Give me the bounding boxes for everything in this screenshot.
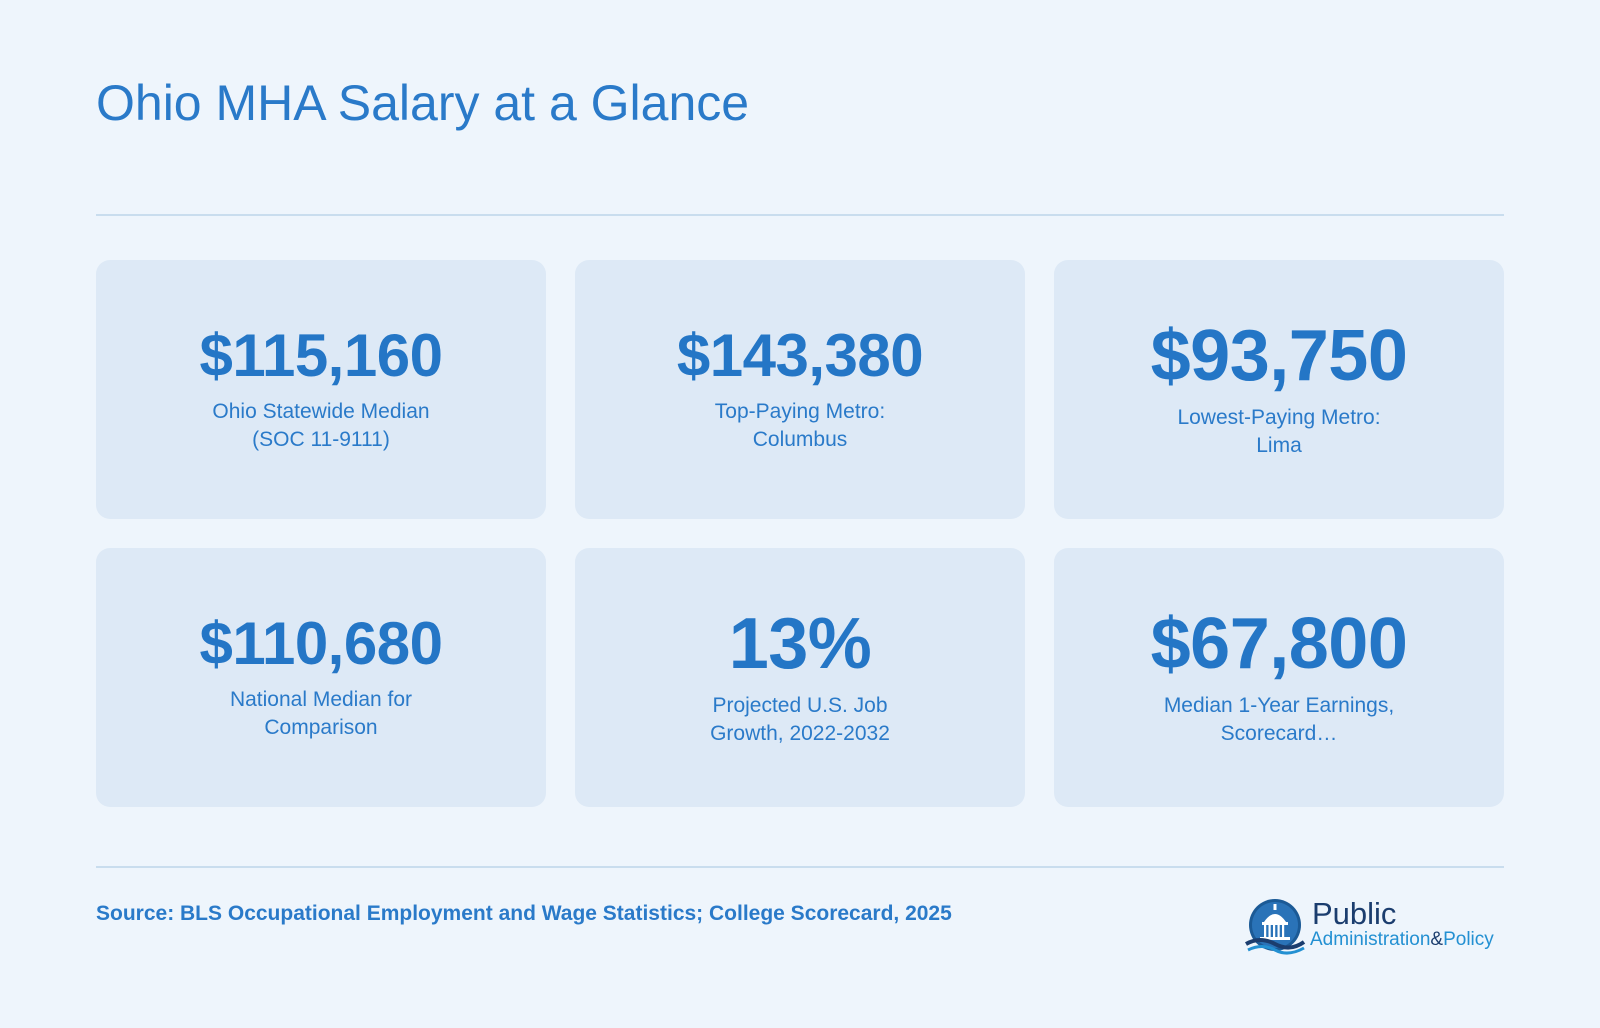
stat-card-lowest-metro: $93,750 Lowest-Paying Metro: Lima [1054, 260, 1504, 519]
source-note: Source: BLS Occupational Employment and … [96, 902, 952, 925]
logo-wordmark-sub: Administration&Policy [1310, 930, 1494, 949]
stat-value: 13% [728, 603, 872, 684]
logo-word-administration: Administration [1310, 929, 1431, 950]
stat-value: $93,750 [1150, 315, 1408, 396]
stat-value: $67,800 [1150, 603, 1408, 684]
logo-word-policy: Policy [1443, 929, 1494, 950]
brand-logo: Public Administration&Policy [1244, 896, 1504, 958]
logo-wordmark-public: Public [1312, 896, 1397, 931]
stat-label: Lowest-Paying Metro: Lima [1177, 405, 1381, 457]
logo-ampersand: & [1430, 929, 1444, 950]
stat-card-job-growth: 13% Projected U.S. Job Growth, 2022-2032 [575, 548, 1025, 807]
stat-label: Median 1-Year Earnings, Scorecard… [1163, 693, 1395, 745]
stat-label: National Median for Comparison [229, 687, 413, 739]
stat-label: Top-Paying Metro: Columbus [714, 399, 886, 451]
stat-card-national-median: $110,680 National Median for Comparison [96, 548, 546, 807]
top-divider [96, 214, 1504, 216]
stat-label: Ohio Statewide Median (SOC 11-9111) [212, 399, 430, 451]
capitol-dome-icon [1245, 899, 1306, 955]
stat-card-scorecard-earnings: $67,800 Median 1-Year Earnings, Scorecar… [1054, 548, 1504, 807]
stat-value: $110,680 [199, 609, 443, 677]
bottom-divider [96, 866, 1504, 868]
stat-card-ohio-median: $115,160 Ohio Statewide Median (SOC 11-9… [96, 260, 546, 519]
stat-card-top-metro: $143,380 Top-Paying Metro: Columbus [575, 260, 1025, 519]
stat-label: Projected U.S. Job Growth, 2022-2032 [710, 693, 890, 745]
stat-value: $143,380 [676, 321, 924, 389]
stat-value: $115,160 [199, 321, 443, 389]
stats-grid: $115,160 Ohio Statewide Median (SOC 11-9… [96, 260, 1504, 807]
page-title: Ohio MHA Salary at a Glance [96, 75, 750, 131]
